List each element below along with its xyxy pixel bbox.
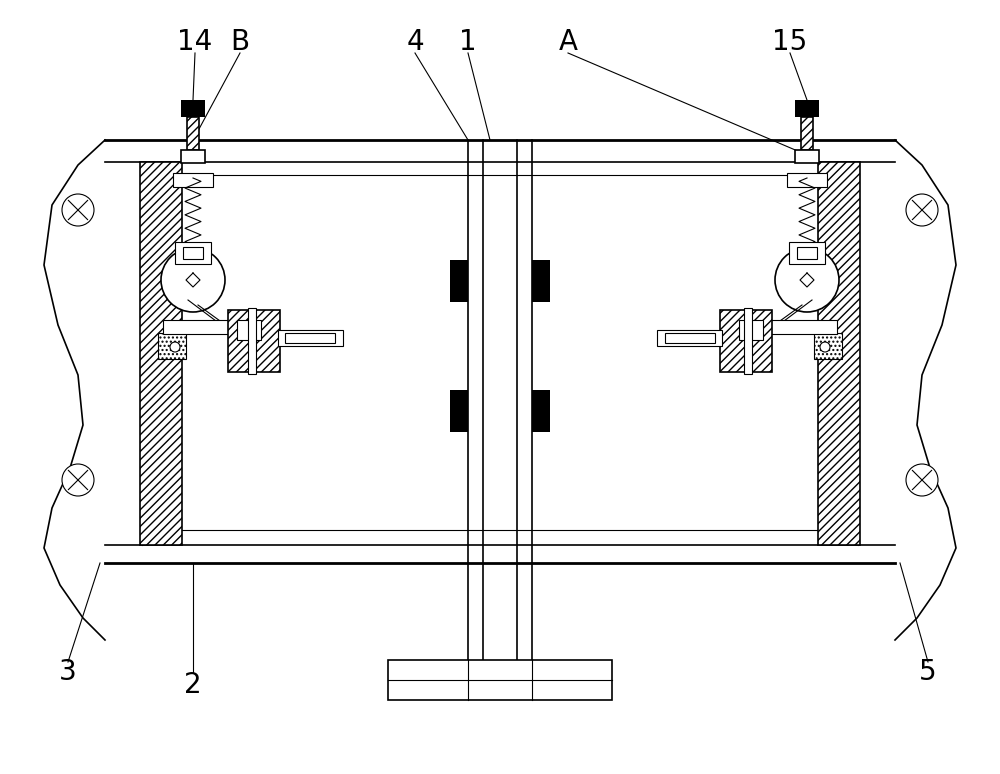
- Bar: [739, 320, 763, 340]
- Bar: [158, 333, 186, 359]
- Circle shape: [161, 248, 225, 312]
- Bar: [388, 660, 612, 700]
- Bar: [450, 260, 468, 302]
- Bar: [181, 100, 205, 117]
- Circle shape: [906, 194, 938, 226]
- Bar: [140, 162, 182, 545]
- Bar: [742, 320, 837, 334]
- Text: 4: 4: [406, 28, 424, 56]
- Bar: [187, 117, 199, 150]
- Bar: [787, 173, 827, 187]
- Text: 5: 5: [919, 658, 937, 686]
- Bar: [744, 308, 752, 374]
- Bar: [795, 150, 819, 163]
- Text: 15: 15: [772, 28, 808, 56]
- Bar: [175, 242, 211, 264]
- Text: 1: 1: [459, 28, 477, 56]
- Circle shape: [170, 342, 180, 352]
- Circle shape: [906, 464, 938, 496]
- Circle shape: [62, 194, 94, 226]
- Bar: [278, 330, 343, 346]
- Circle shape: [775, 248, 839, 312]
- Bar: [665, 333, 715, 343]
- Bar: [814, 333, 842, 359]
- Bar: [228, 310, 280, 372]
- Text: 14: 14: [177, 28, 213, 56]
- Bar: [183, 247, 203, 259]
- Bar: [163, 320, 258, 334]
- Bar: [532, 260, 550, 302]
- Bar: [795, 100, 819, 117]
- Bar: [248, 308, 256, 374]
- Text: A: A: [558, 28, 578, 56]
- Bar: [789, 242, 825, 264]
- Bar: [450, 390, 468, 432]
- Bar: [285, 333, 335, 343]
- Bar: [657, 330, 722, 346]
- Bar: [818, 162, 860, 545]
- Bar: [532, 390, 550, 432]
- Circle shape: [820, 342, 830, 352]
- Bar: [801, 117, 813, 150]
- Bar: [173, 173, 213, 187]
- Bar: [181, 150, 205, 163]
- Bar: [237, 320, 261, 340]
- Bar: [720, 310, 772, 372]
- Text: 3: 3: [59, 658, 77, 686]
- Text: B: B: [230, 28, 250, 56]
- Circle shape: [62, 464, 94, 496]
- Bar: [797, 247, 817, 259]
- Text: 2: 2: [184, 671, 202, 699]
